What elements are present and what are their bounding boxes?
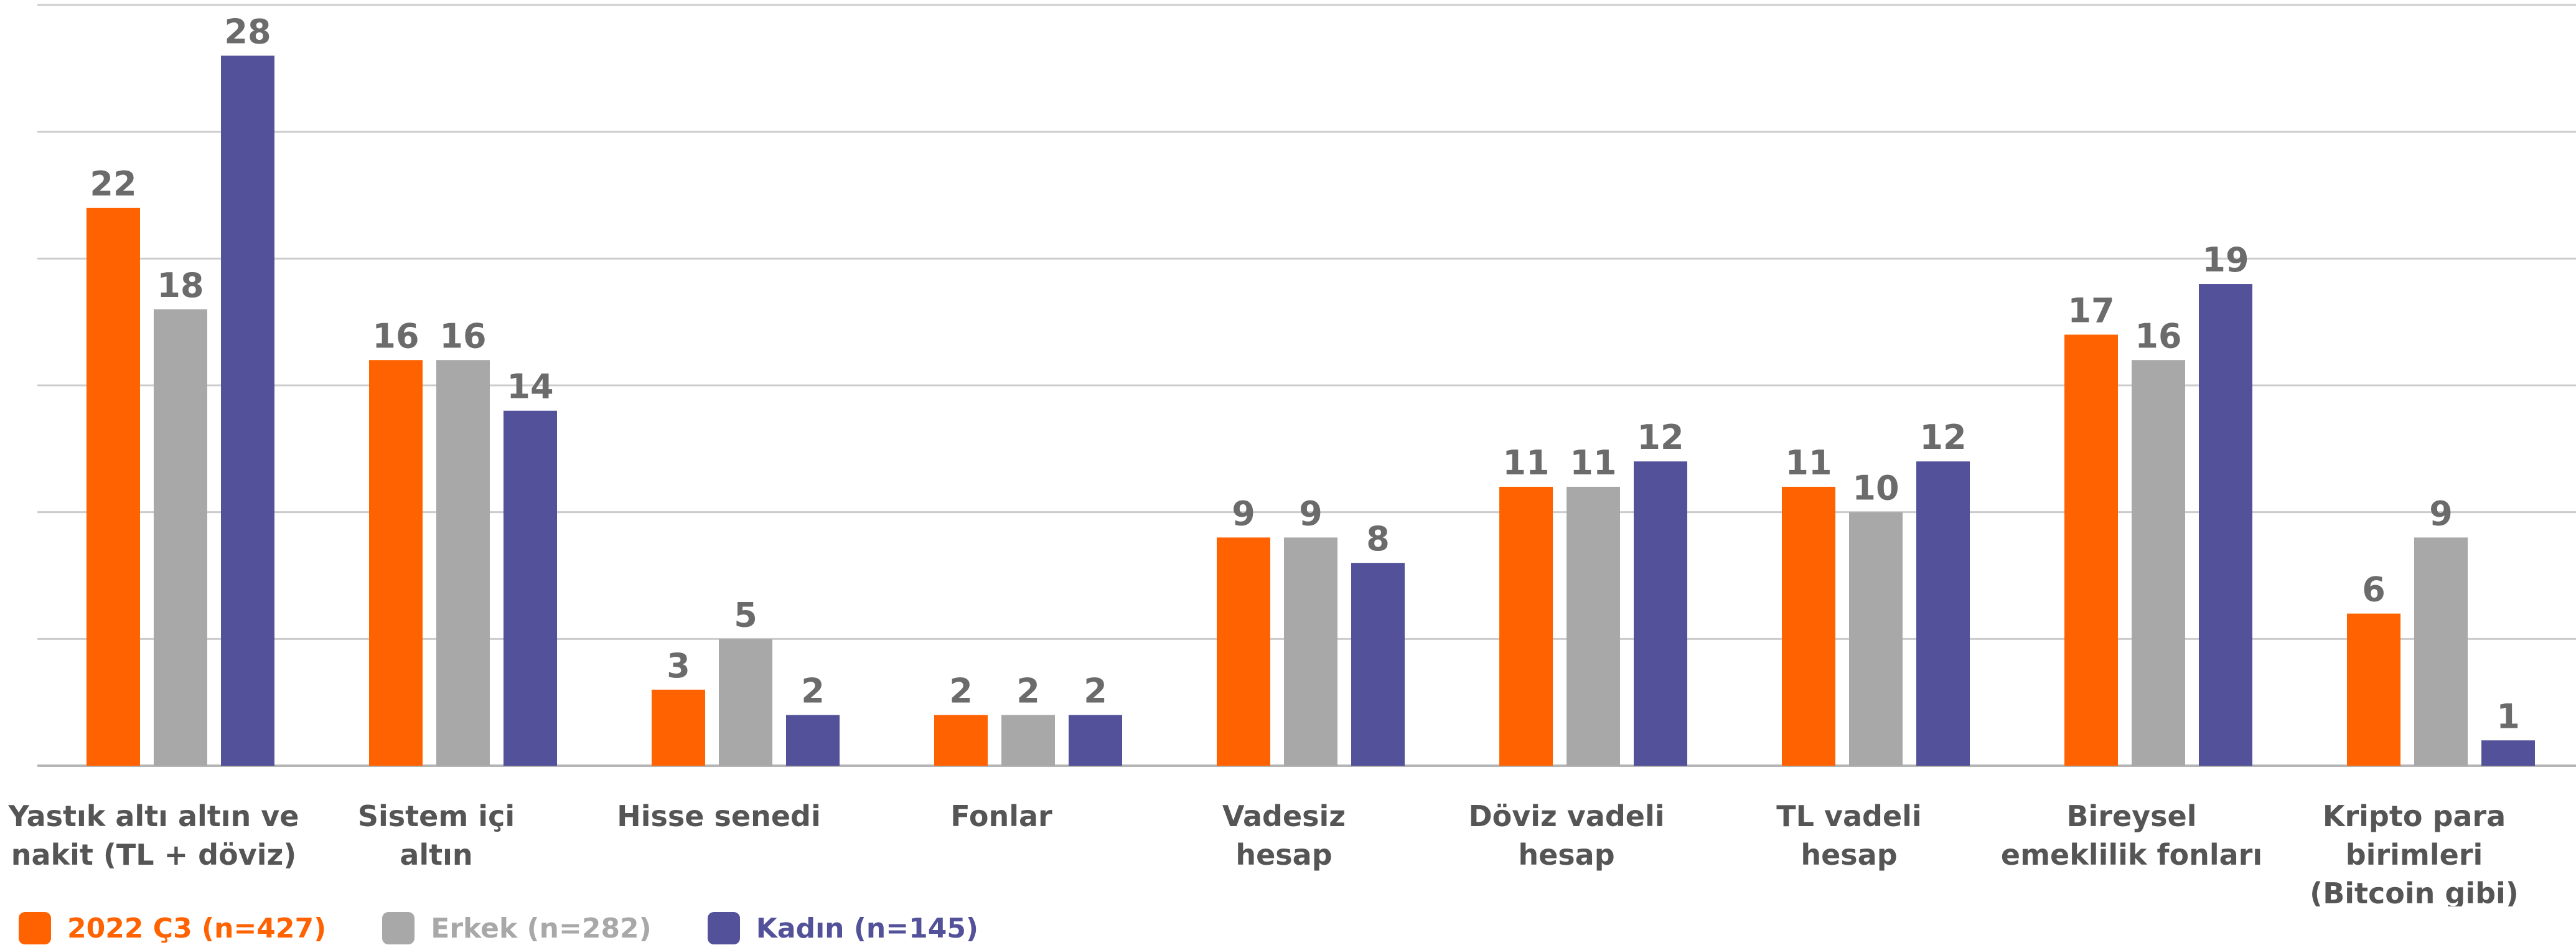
bar-5-series-1 [1217, 537, 1270, 766]
legend-item-series-2: Erkek (n=282) [382, 912, 652, 944]
value-label-8-series-1: 17 [2068, 291, 2114, 331]
category-label-8: Bireysel emeklilik fonları [2001, 799, 2262, 872]
value-label-2-series-3: 14 [507, 367, 553, 407]
value-label-3-series-3: 2 [801, 672, 825, 711]
legend-label-series-3: Kadın (n=145) [756, 912, 979, 944]
value-label-3-series-2: 5 [734, 595, 757, 634]
category-label-line: nakit (TL + döviz) [11, 838, 297, 872]
bar-7-series-3 [1916, 461, 1970, 766]
bar-1-series-3 [221, 55, 274, 766]
bar-9-series-3 [2481, 740, 2535, 766]
legend: 2022 Ç3 (n=427) Erkek (n=282) Kadın (n=1… [19, 906, 1034, 950]
bar-7-series-1 [1782, 486, 1835, 766]
category-label-1: Yastık altı altın ve nakit (TL + döviz) [8, 799, 299, 872]
category-label-line: birimleri [2346, 838, 2483, 872]
category-label-line: Sistem içi [358, 799, 515, 833]
category-label-line: Döviz vadeli [1468, 799, 1664, 833]
value-label-9-series-3: 1 [2496, 697, 2520, 736]
value-label-6-series-2: 11 [1570, 443, 1616, 482]
category-label-line: Vadesiz [1222, 799, 1346, 833]
value-label-5-series-2: 9 [1299, 494, 1323, 533]
value-label-1-series-1: 22 [90, 164, 136, 204]
bar-4-series-2 [1001, 715, 1055, 766]
bar-2-series-1 [369, 360, 423, 766]
category-label-9: Kripto para birimleri (Bitcoin gibi) [2310, 799, 2519, 906]
category-label-5: Vadesiz hesap [1222, 799, 1346, 872]
bar-3-series-3 [786, 715, 840, 766]
bar-2-series-2 [436, 360, 490, 766]
legend-swatch-series-2 [382, 912, 415, 944]
category-label-4: Fonlar [950, 799, 1052, 833]
value-label-7-series-1: 11 [1785, 443, 1832, 482]
legend-label-series-1: 2022 Ç3 (n=427) [67, 912, 327, 944]
category-label-line: hesap [1235, 838, 1332, 872]
value-label-1-series-3: 28 [224, 12, 271, 51]
bar-3-series-1 [652, 689, 705, 766]
category-label-line: TL vadeli [1776, 799, 1921, 833]
value-label-5-series-3: 8 [1366, 519, 1390, 558]
bar-4-series-1 [934, 715, 988, 766]
bar-5-series-2 [1284, 537, 1337, 766]
category-label-line: Kripto para [2323, 799, 2506, 833]
value-label-1-series-2: 18 [157, 266, 204, 305]
category-label-3: Hisse senedi [617, 799, 820, 833]
bar-6-series-2 [1567, 486, 1620, 766]
bar-1-series-1 [87, 207, 140, 766]
category-label-line: emeklilik fonları [2001, 838, 2262, 872]
category-label-line: hesap [1801, 838, 1897, 872]
value-label-3-series-1: 3 [667, 646, 690, 685]
legend-label-series-2: Erkek (n=282) [431, 912, 652, 944]
value-label-4-series-1: 2 [949, 672, 973, 711]
legend-swatch-series-3 [707, 912, 740, 944]
category-label-line: altın [400, 838, 472, 872]
legend-swatch-series-1 [19, 912, 51, 944]
value-label-5-series-1: 9 [1232, 494, 1255, 533]
bar-6-series-1 [1499, 486, 1553, 766]
bar-8-series-1 [2064, 334, 2118, 766]
value-label-2-series-2: 16 [439, 316, 486, 355]
bar-3-series-2 [719, 639, 772, 766]
bar-9-series-2 [2414, 537, 2468, 766]
category-label-line: Bireysel [2066, 799, 2196, 833]
category-label-line: Fonlar [950, 799, 1052, 833]
category-label-line: (Bitcoin gibi) [2310, 877, 2519, 906]
legend-item-series-3: Kadın (n=145) [707, 912, 979, 944]
value-label-6-series-3: 12 [1637, 418, 1684, 457]
value-label-4-series-3: 2 [1084, 672, 1107, 711]
category-label-line: hesap [1518, 838, 1614, 872]
value-label-8-series-2: 16 [2135, 316, 2181, 355]
value-label-4-series-2: 2 [1016, 672, 1040, 711]
value-label-9-series-2: 9 [2429, 494, 2453, 533]
category-label-6: Döviz vadeli hesap [1468, 799, 1664, 872]
value-label-7-series-3: 12 [1919, 418, 1966, 457]
legend-item-series-1: 2022 Ç3 (n=427) [19, 912, 326, 944]
bar-8-series-2 [2132, 360, 2185, 766]
bar-5-series-3 [1351, 563, 1405, 766]
bar-6-series-3 [1634, 461, 1687, 766]
bar-8-series-3 [2199, 284, 2252, 766]
category-labels: Yastık altı altın ve nakit (TL + döviz) Si… [8, 799, 2519, 910]
bar-2-series-3 [503, 410, 557, 766]
category-label-line: Yastık altı altın ve [8, 799, 299, 833]
bars [87, 55, 2535, 766]
category-label-7: TL vadeli hesap [1776, 799, 1921, 872]
value-label-6-series-1: 11 [1502, 443, 1549, 482]
bar-7-series-2 [1849, 512, 1903, 766]
bar-4-series-3 [1069, 715, 1122, 766]
value-label-2-series-1: 16 [372, 316, 419, 355]
bar-9-series-1 [2347, 613, 2400, 766]
category-label-2: Sistem içi altın [358, 799, 515, 872]
value-label-9-series-1: 6 [2362, 570, 2386, 609]
value-label-7-series-2: 10 [1852, 469, 1899, 508]
bar-1-series-2 [154, 309, 207, 766]
category-label-line: Hisse senedi [617, 799, 820, 833]
value-label-8-series-3: 19 [2202, 240, 2249, 280]
